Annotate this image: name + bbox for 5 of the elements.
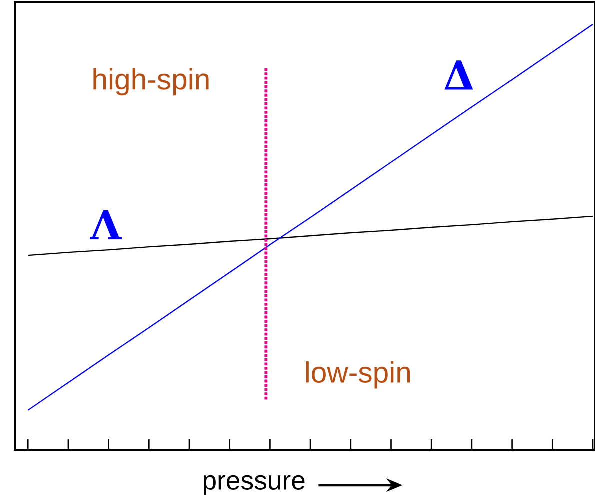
annotation: high-spin [94, 68, 209, 96]
series-label: Λ [90, 210, 122, 240]
annotation: low-spin [306, 361, 410, 389]
x-axis-title: pressure [204, 475, 305, 496]
series-label: Δ [444, 60, 474, 90]
